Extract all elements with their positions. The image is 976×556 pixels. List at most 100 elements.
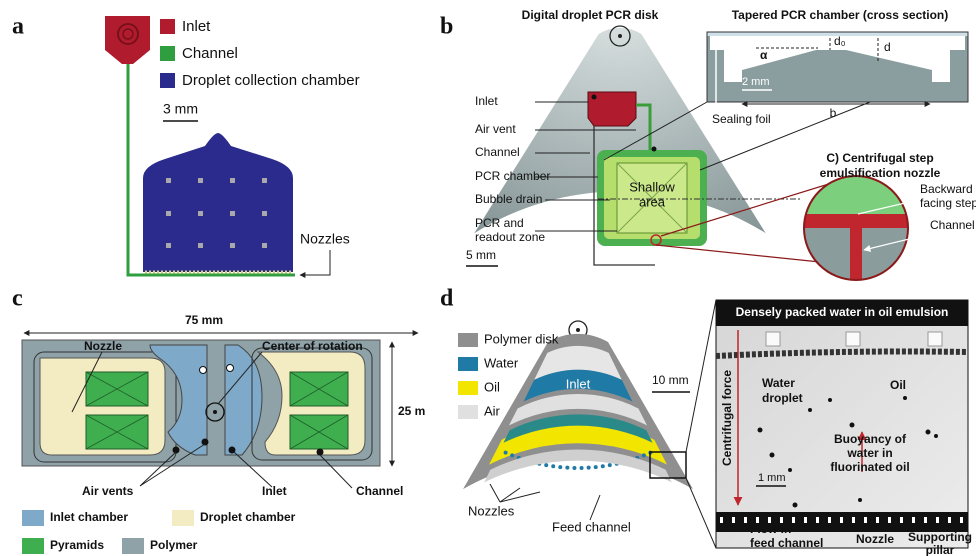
panel-c-drawing-rect bbox=[22, 510, 44, 526]
panel-b-drawing-path bbox=[587, 91, 637, 127]
panel-a-drawing-g-rect bbox=[198, 178, 203, 183]
legend-label: Air bbox=[484, 403, 501, 418]
label: Densely packed water in oil emulsion bbox=[736, 305, 949, 319]
label: Backward bbox=[920, 182, 973, 196]
panel-d-drawing-rect bbox=[649, 451, 687, 479]
panel-b-drawing-path bbox=[616, 162, 688, 234]
panel-d-drawing-g-circle bbox=[792, 502, 798, 508]
panel-a-drawing-path bbox=[105, 16, 150, 64]
panel-b-drawing-path bbox=[655, 177, 849, 263]
panel-d-drawing-rect bbox=[458, 405, 478, 419]
panel-a-drawing-path bbox=[126, 64, 295, 277]
label: 2 mm bbox=[742, 76, 770, 88]
panel-d-drawing-rect bbox=[715, 299, 969, 549]
label: Water bbox=[762, 376, 795, 390]
panel-d-drawing-rect bbox=[458, 357, 478, 371]
panel-d-drawing-path bbox=[489, 483, 601, 521]
panel-a-drawing-rect bbox=[160, 19, 175, 34]
label: feed channel bbox=[750, 536, 823, 550]
label: Feed channel bbox=[552, 519, 631, 534]
legend-label: Oil bbox=[484, 379, 500, 394]
droplet bbox=[503, 450, 508, 455]
title: Digital droplet PCR disk bbox=[522, 8, 659, 22]
panel-d-drawing-path bbox=[715, 348, 969, 359]
panel-a-drawing-g-rect bbox=[230, 178, 235, 183]
label: PCR and bbox=[475, 216, 524, 230]
panel-d-drawing-g-rect bbox=[765, 331, 781, 347]
disk-band bbox=[489, 421, 667, 465]
panel-d-drawing-path bbox=[685, 299, 717, 549]
label: droplet bbox=[762, 391, 803, 405]
panel-c-drawing-g-circle bbox=[316, 448, 324, 456]
panel-d-drawing-circle bbox=[576, 328, 580, 332]
panel-c-drawing-g-circle bbox=[201, 438, 209, 446]
panel-b-drawing-circle bbox=[618, 34, 622, 38]
panel-c-drawing-g-circle bbox=[199, 366, 207, 374]
panel-b-drawing-path bbox=[636, 103, 652, 150]
legend-label: Polymer disk bbox=[484, 331, 559, 346]
panel-d-drawing-g-circle bbox=[828, 398, 832, 402]
label: pillar bbox=[926, 543, 955, 556]
label: 5 mm bbox=[466, 248, 496, 262]
droplet bbox=[558, 465, 563, 470]
label: Nozzle bbox=[84, 339, 122, 353]
panel-a-drawing-g-rect bbox=[262, 243, 267, 248]
droplet bbox=[510, 453, 515, 458]
legend-label: Inlet bbox=[182, 18, 211, 35]
legend-label: Droplet collection chamber bbox=[182, 72, 360, 89]
panel-c-drawing-circle bbox=[213, 410, 217, 414]
panel-a-drawing-g-rect bbox=[166, 211, 171, 216]
panel-d-drawing-g bbox=[463, 333, 693, 490]
panel-d-drawing-g-circle bbox=[769, 452, 775, 458]
panel-b-drawing-g-rect bbox=[804, 214, 908, 228]
disk-band bbox=[484, 449, 672, 483]
panel-b-drawing-path bbox=[710, 35, 965, 82]
scale-label: 3 mm bbox=[163, 101, 198, 117]
panel-c-drawing-rect bbox=[22, 538, 44, 554]
panel-b-drawing-circle bbox=[609, 25, 631, 47]
panel-a-drawing-path bbox=[299, 250, 331, 278]
label: Inlet bbox=[262, 484, 287, 498]
panel-d-drawing-g-circle bbox=[788, 468, 792, 472]
droplet bbox=[641, 453, 646, 458]
label: Inlet bbox=[475, 94, 498, 108]
label: Bubble drain bbox=[475, 192, 542, 206]
panel-a-drawing-g bbox=[166, 178, 267, 248]
panel-b-drawing-path bbox=[593, 126, 655, 266]
droplet bbox=[572, 465, 577, 470]
label: readout zone bbox=[475, 230, 545, 244]
panel-c-drawing-rect bbox=[251, 347, 373, 461]
label: 10 mm bbox=[652, 373, 689, 387]
panel-a-drawing-g-rect bbox=[230, 243, 235, 248]
panel-d-drawing-g-rect bbox=[927, 331, 943, 347]
label: Channel bbox=[930, 218, 975, 232]
disk-band bbox=[534, 345, 622, 380]
droplet bbox=[579, 465, 584, 470]
label: α bbox=[760, 48, 768, 62]
panel-b-drawing-circle bbox=[803, 175, 909, 281]
panel-c-drawing-g-circle bbox=[228, 446, 236, 454]
label: 1 mm bbox=[758, 472, 786, 484]
panel-d-drawing-g bbox=[765, 331, 943, 347]
panel-d-drawing-rect bbox=[458, 333, 478, 347]
panel-a-drawing-g-rect bbox=[166, 243, 171, 248]
label: Channel bbox=[356, 484, 403, 498]
label: Nozzles bbox=[300, 231, 350, 247]
panel-c-drawing-g-circle bbox=[172, 446, 180, 454]
panel-c-drawing bbox=[21, 330, 419, 554]
title: Tapered PCR chamber (cross section) bbox=[732, 8, 949, 22]
legend-label: Water bbox=[484, 355, 519, 370]
panel-d-drawing-rect bbox=[458, 381, 478, 395]
label: d bbox=[884, 40, 891, 54]
droplet bbox=[607, 463, 612, 468]
panel-a-drawing-g-rect bbox=[198, 243, 203, 248]
label: b bbox=[830, 106, 837, 120]
label: facing step bbox=[920, 196, 976, 210]
panel-b-drawing-g-rect bbox=[850, 226, 862, 280]
droplet bbox=[551, 464, 556, 469]
label: Shallow bbox=[629, 179, 675, 194]
panel-b-drawing-circle bbox=[591, 94, 597, 100]
label: Flow in bbox=[750, 522, 791, 536]
panel-a-drawing-rect bbox=[160, 46, 175, 61]
panel-a-drawing-g-rect bbox=[166, 178, 171, 183]
